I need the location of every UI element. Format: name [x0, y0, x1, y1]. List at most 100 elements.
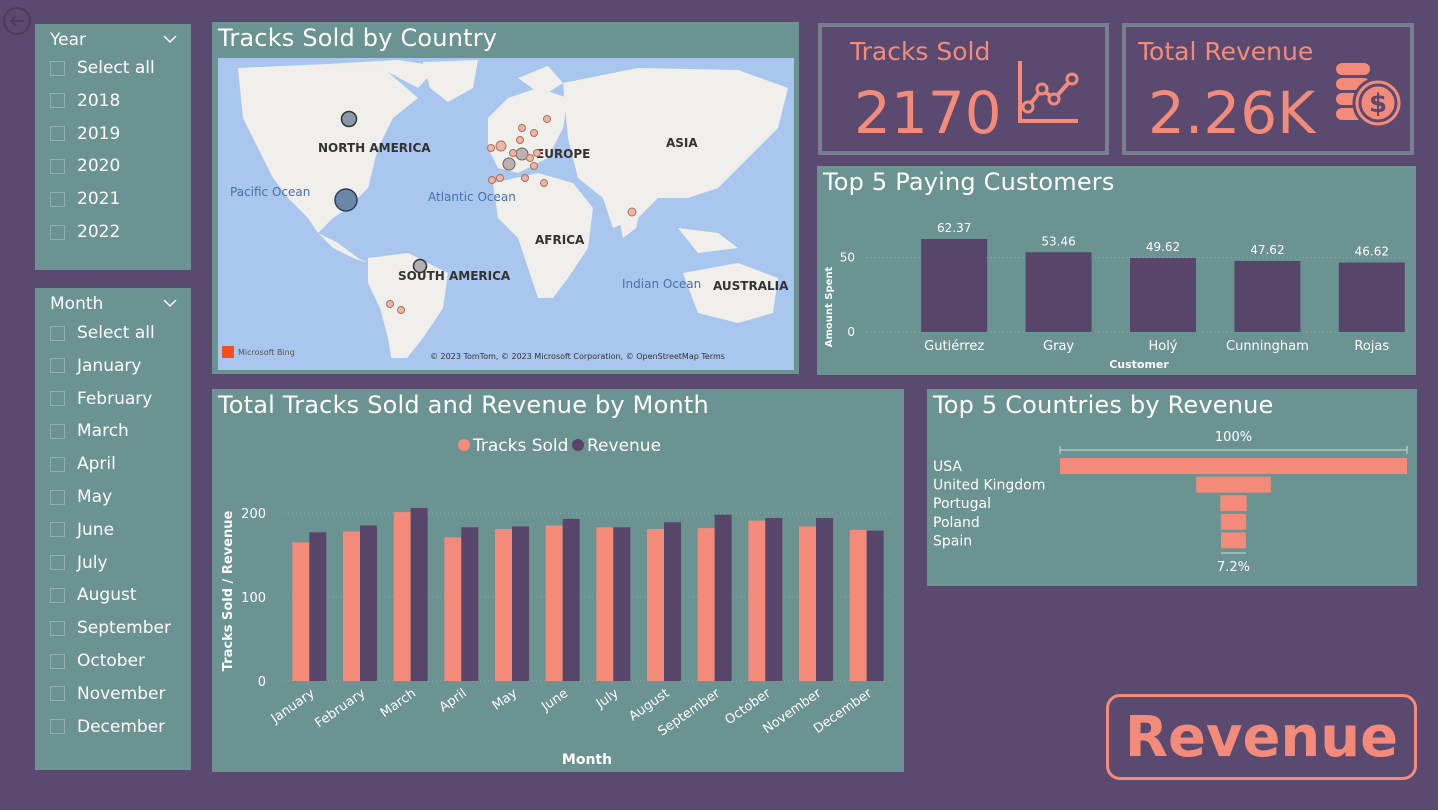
map-bubble[interactable]: [502, 157, 516, 171]
bar: [292, 542, 310, 681]
map-bubble[interactable]: [530, 162, 538, 170]
y-tick-label: 50: [840, 250, 855, 264]
chevron-down-icon[interactable]: [163, 32, 177, 46]
checkbox[interactable]: [50, 391, 65, 407]
slicer-option-label: March: [77, 421, 129, 442]
map-bubble[interactable]: [340, 110, 358, 128]
map-bubble[interactable]: [516, 136, 524, 144]
map-bubble[interactable]: [530, 129, 538, 137]
bar: [849, 529, 867, 681]
revenue-page-button[interactable]: Revenue: [1106, 694, 1417, 780]
bar: [1234, 260, 1301, 332]
checkbox[interactable]: [50, 423, 65, 439]
x-tick-label: Gutiérrez: [924, 339, 984, 354]
checkbox[interactable]: [50, 358, 65, 374]
map-bubble[interactable]: [543, 115, 551, 123]
slicer-option[interactable]: Select all: [50, 322, 155, 344]
x-tick-label: Rojas: [1354, 339, 1389, 354]
monthly-chart: Tracks Sold Revenue 0 100 200 Tracks Sold / R…: [221, 436, 892, 768]
slicer-option[interactable]: January: [50, 355, 141, 377]
checkbox[interactable]: [50, 522, 65, 538]
map-bubble[interactable]: [334, 188, 358, 212]
month-slicer-title: Month: [50, 294, 104, 314]
slicer-option[interactable]: June: [50, 519, 114, 541]
bar: [562, 518, 580, 681]
checkbox[interactable]: [50, 620, 65, 636]
map-bubble[interactable]: [540, 179, 548, 187]
bar: [393, 512, 411, 681]
map-bubble[interactable]: [496, 174, 504, 182]
map-bubble[interactable]: [509, 149, 517, 157]
checkbox[interactable]: [50, 224, 65, 240]
y-tick-label: 200: [241, 507, 266, 522]
checkbox[interactable]: [50, 686, 65, 702]
slicer-option[interactable]: November: [50, 683, 165, 705]
slicer-option[interactable]: 2022: [50, 221, 120, 243]
checkbox[interactable]: [50, 489, 65, 505]
y-axis-label: Tracks Sold / Revenue: [221, 511, 236, 672]
map-bubble[interactable]: [495, 140, 507, 152]
map-label-pacific: Pacific Ocean: [230, 185, 310, 199]
slicer-option-label: 2019: [77, 123, 121, 144]
slicer-option-label: February: [77, 388, 153, 409]
slicer-option[interactable]: December: [50, 716, 165, 738]
bar: [816, 518, 833, 681]
top-customers-chart: 0 50 Amount Spent 62.37 Gutiérrez 53.46 Gray 49…: [824, 221, 1409, 371]
map-label-north-america: NORTH AMERICA: [318, 141, 431, 155]
slicer-option[interactable]: 2021: [50, 188, 120, 210]
slicer-option[interactable]: 2019: [50, 123, 120, 145]
map-bubble[interactable]: [627, 207, 637, 217]
map-label-south-america: SOUTH AMERICA: [398, 269, 511, 283]
map-bubble[interactable]: [487, 144, 495, 152]
back-arrow-icon[interactable]: [2, 6, 32, 36]
map-bubble[interactable]: [521, 174, 529, 182]
map-bubble[interactable]: [386, 300, 394, 308]
checkbox[interactable]: [50, 126, 65, 142]
slicer-option-label: Select all: [77, 323, 155, 343]
slicer-option[interactable]: April: [50, 453, 116, 475]
slicer-option[interactable]: 2020: [50, 155, 120, 177]
map-bubble[interactable]: [488, 176, 496, 184]
line-chart-icon: [1018, 61, 1079, 123]
slicer-option[interactable]: August: [50, 584, 137, 606]
slicer-option-label: 2020: [77, 156, 121, 177]
bar: [613, 527, 631, 681]
slicer-option[interactable]: Select all: [50, 57, 155, 79]
map-attribution[interactable]: © 2023 TomTom, © 2023 Microsoft Corporat…: [430, 352, 725, 361]
slicer-option-label: September: [77, 618, 171, 639]
slicer-option[interactable]: May: [50, 486, 112, 508]
checkbox[interactable]: [50, 719, 65, 735]
map-bubble[interactable]: [533, 149, 541, 157]
checkbox[interactable]: [50, 456, 65, 472]
data-label: 47.62: [1250, 243, 1284, 257]
y-tick-label: 100: [241, 591, 266, 606]
x-tick-label: July: [593, 686, 622, 712]
checkbox[interactable]: [50, 158, 65, 174]
checkbox[interactable]: [50, 587, 65, 603]
map-bubble[interactable]: [518, 124, 526, 132]
checkbox[interactable]: [50, 325, 65, 341]
checkbox[interactable]: [50, 60, 65, 76]
bar: [647, 528, 664, 681]
top-customers-panel: Top 5 Paying Customers 0 50 Amount Spent 62…: [817, 166, 1416, 375]
map-bubble[interactable]: [412, 258, 428, 274]
map-label-europe: EUROPE: [536, 147, 590, 161]
map-bubble[interactable]: [526, 154, 534, 162]
slicer-option[interactable]: September: [50, 617, 171, 639]
slicer-option[interactable]: March: [50, 420, 129, 442]
slicer-option[interactable]: October: [50, 650, 145, 672]
slicer-option[interactable]: 2018: [50, 90, 120, 112]
chevron-down-icon[interactable]: [163, 296, 177, 310]
map-bubble[interactable]: [397, 306, 405, 314]
checkbox[interactable]: [50, 93, 65, 109]
bar: [360, 525, 377, 681]
checkbox[interactable]: [50, 555, 65, 571]
slicer-option[interactable]: July: [50, 552, 108, 574]
world-map[interactable]: NORTH AMERICA EUROPE ASIA AFRICA SOUTH A…: [218, 58, 794, 370]
checkbox[interactable]: [50, 191, 65, 207]
bar: [765, 518, 783, 681]
checkbox[interactable]: [50, 653, 65, 669]
svg-text:$: $: [1369, 89, 1387, 119]
slicer-option[interactable]: February: [50, 388, 152, 410]
bar: [495, 528, 512, 681]
